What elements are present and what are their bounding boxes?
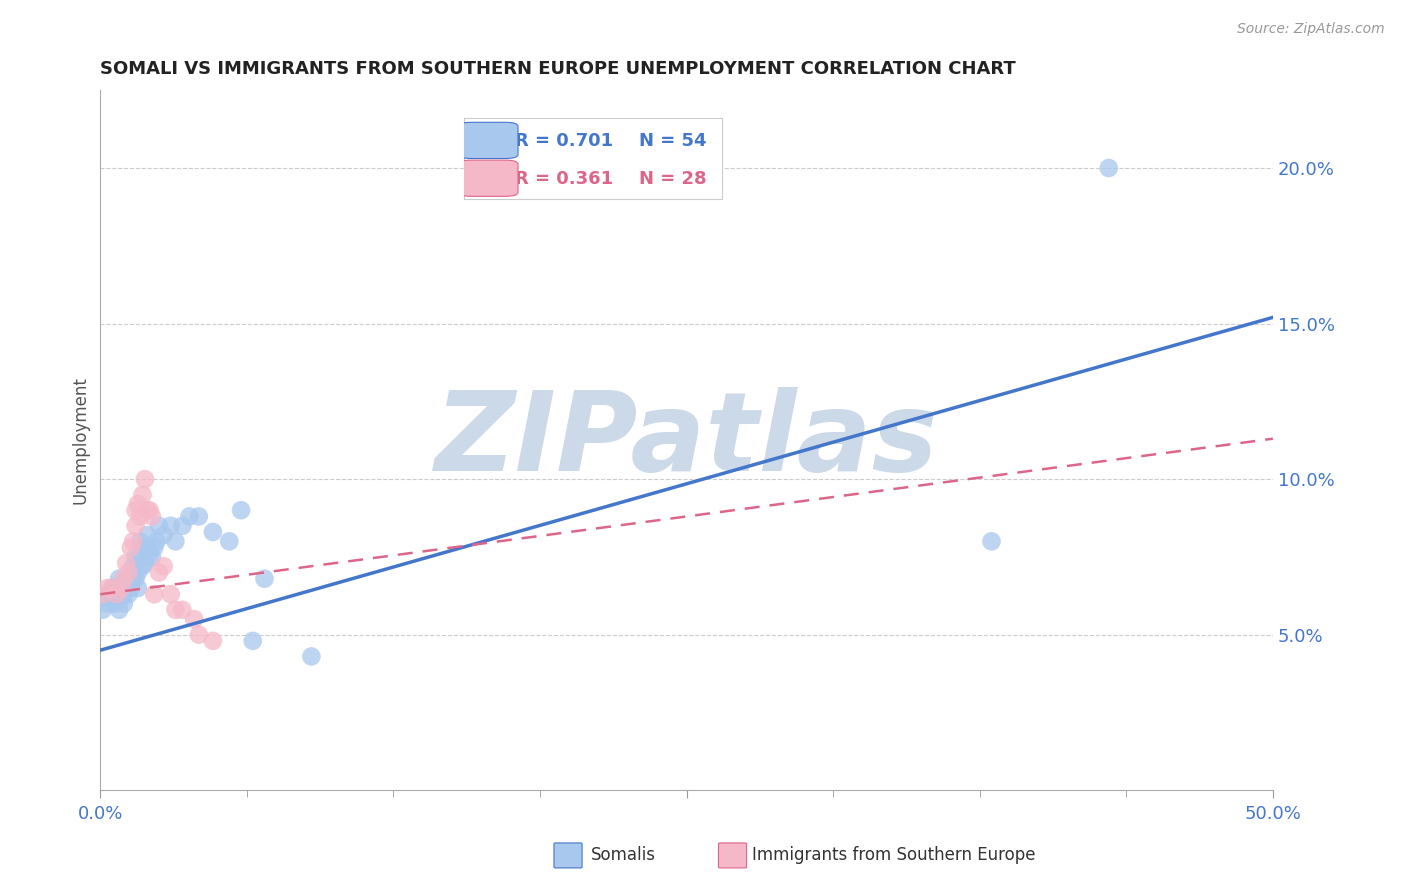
Point — [148, 518, 170, 533]
Point — [980, 534, 1002, 549]
Point — [136, 541, 159, 555]
Point — [112, 587, 135, 601]
Point — [96, 581, 118, 595]
Point — [91, 603, 114, 617]
Point — [134, 556, 156, 570]
Point — [124, 572, 146, 586]
Y-axis label: Unemployment: Unemployment — [72, 376, 89, 504]
Point — [148, 566, 170, 580]
Point — [110, 581, 132, 595]
Point — [201, 524, 224, 539]
Point — [201, 633, 224, 648]
Point — [115, 556, 138, 570]
Point — [183, 612, 205, 626]
Point — [127, 497, 149, 511]
Point — [152, 528, 174, 542]
Point — [138, 503, 160, 517]
Point — [115, 572, 138, 586]
Point — [172, 603, 194, 617]
Point — [141, 509, 163, 524]
Text: Immigrants from Southern Europe: Immigrants from Southern Europe — [752, 846, 1036, 863]
Point — [117, 572, 139, 586]
Point — [120, 541, 142, 555]
Point — [159, 587, 181, 601]
Point — [179, 509, 201, 524]
Point — [124, 549, 146, 564]
Text: Source: ZipAtlas.com: Source: ZipAtlas.com — [1237, 22, 1385, 37]
Point — [122, 559, 145, 574]
Point — [124, 503, 146, 517]
Point — [129, 534, 152, 549]
Point — [131, 559, 153, 574]
Point — [101, 581, 124, 595]
Point — [105, 587, 128, 601]
Point — [101, 581, 124, 595]
Point — [108, 572, 131, 586]
Point — [117, 587, 139, 601]
Point — [105, 581, 128, 595]
Point — [299, 649, 322, 664]
Point — [143, 541, 166, 555]
Point — [108, 603, 131, 617]
Point — [242, 633, 264, 648]
Point — [115, 581, 138, 595]
Point — [122, 572, 145, 586]
Point — [101, 591, 124, 605]
Point — [152, 559, 174, 574]
Point — [127, 581, 149, 595]
Point — [96, 597, 118, 611]
Point — [187, 628, 209, 642]
Point — [131, 541, 153, 555]
Point — [98, 587, 121, 601]
Point — [91, 587, 114, 601]
Point — [136, 503, 159, 517]
Point — [129, 549, 152, 564]
Point — [1098, 161, 1121, 175]
Text: Somalis: Somalis — [591, 846, 655, 863]
Point — [117, 566, 139, 580]
Point — [218, 534, 240, 549]
Point — [136, 528, 159, 542]
Point — [103, 597, 125, 611]
Point — [110, 591, 132, 605]
Point — [165, 534, 187, 549]
Point — [165, 603, 187, 617]
Point — [112, 597, 135, 611]
Point — [103, 581, 125, 595]
Point — [129, 509, 152, 524]
Point — [110, 581, 132, 595]
Point — [131, 488, 153, 502]
Text: ZIPatlas: ZIPatlas — [434, 387, 938, 494]
Point — [120, 581, 142, 595]
Point — [145, 534, 167, 549]
Point — [94, 591, 117, 605]
Point — [124, 518, 146, 533]
Point — [134, 472, 156, 486]
Point — [159, 518, 181, 533]
Point — [112, 572, 135, 586]
Point — [141, 549, 163, 564]
Point — [120, 566, 142, 580]
Point — [122, 534, 145, 549]
Point — [229, 503, 252, 517]
Point — [143, 587, 166, 601]
Point — [105, 591, 128, 605]
Point — [138, 547, 160, 561]
Text: SOMALI VS IMMIGRANTS FROM SOUTHERN EUROPE UNEMPLOYMENT CORRELATION CHART: SOMALI VS IMMIGRANTS FROM SOUTHERN EUROP… — [100, 60, 1017, 78]
Point — [172, 518, 194, 533]
Point — [127, 566, 149, 580]
Point — [187, 509, 209, 524]
Point — [253, 572, 276, 586]
